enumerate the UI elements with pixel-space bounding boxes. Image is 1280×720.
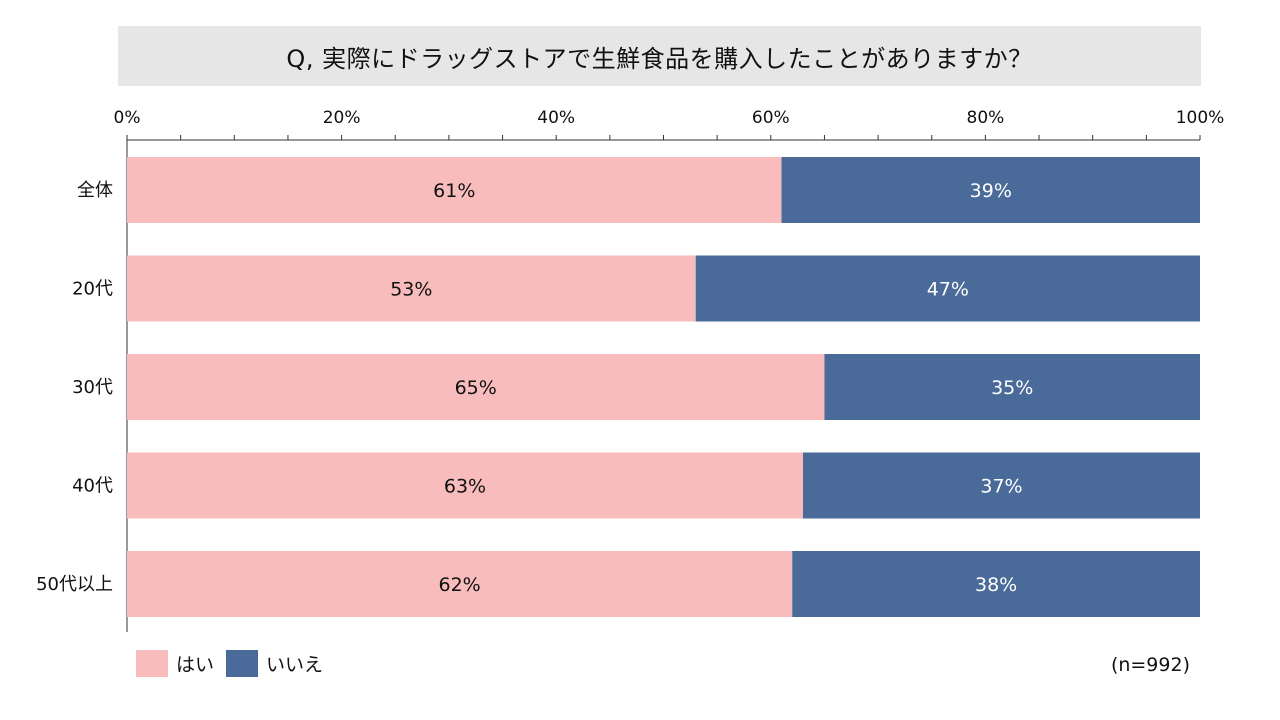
x-tick-label: 0% — [114, 108, 141, 128]
legend-label-yes: はい — [176, 654, 215, 676]
bar-segment-yes — [127, 255, 696, 322]
y-category-label: 30代 — [72, 377, 113, 398]
legend-swatch-no — [226, 650, 259, 677]
x-tick-label: 80% — [967, 108, 1005, 128]
data-label: 37% — [980, 476, 1022, 498]
data-label: 63% — [444, 476, 486, 498]
y-category-label: 全体 — [77, 180, 113, 201]
x-tick-label: 100% — [1176, 108, 1225, 128]
y-category-label: 40代 — [72, 476, 113, 497]
legend-item-no: いいえ — [226, 650, 323, 677]
data-label: 39% — [970, 180, 1012, 202]
bar-segment-no — [802, 452, 1200, 519]
legend-swatch-yes — [136, 650, 168, 677]
data-label: 53% — [390, 279, 432, 301]
bar-segment-no — [695, 255, 1200, 322]
bar-segment-yes — [127, 157, 782, 223]
chart-title-box: Q, 実際にドラッグストアで生鮮食品を購入したことがありますか？ — [118, 26, 1201, 86]
bar-segment-no — [824, 354, 1200, 420]
sample-size-note: (n=992) — [1110, 654, 1190, 676]
data-label: 38% — [975, 574, 1017, 596]
bar-segment-yes — [127, 452, 803, 519]
y-category-label: 50代以上 — [36, 574, 113, 595]
legend-item-yes: はい — [136, 650, 214, 677]
bar-segment-no — [792, 551, 1200, 617]
chart-title: Q, 実際にドラッグストアで生鮮食品を購入したことがありますか？ — [286, 44, 1033, 73]
legend: はい いいえ — [136, 650, 329, 677]
legend-label-no: いいえ — [266, 654, 324, 676]
data-label: 65% — [455, 377, 497, 399]
x-tick-label: 60% — [752, 108, 790, 128]
bar-segment-yes — [127, 551, 793, 617]
data-label: 47% — [927, 279, 969, 301]
data-label: 61% — [433, 180, 475, 202]
bar-segment-no — [781, 157, 1200, 223]
x-tick-label: 40% — [537, 108, 575, 128]
data-label: 35% — [991, 377, 1033, 399]
y-category-label: 20代 — [72, 279, 113, 300]
bar-segment-yes — [127, 354, 825, 420]
x-tick-label: 20% — [323, 108, 361, 128]
data-label: 62% — [439, 574, 481, 596]
